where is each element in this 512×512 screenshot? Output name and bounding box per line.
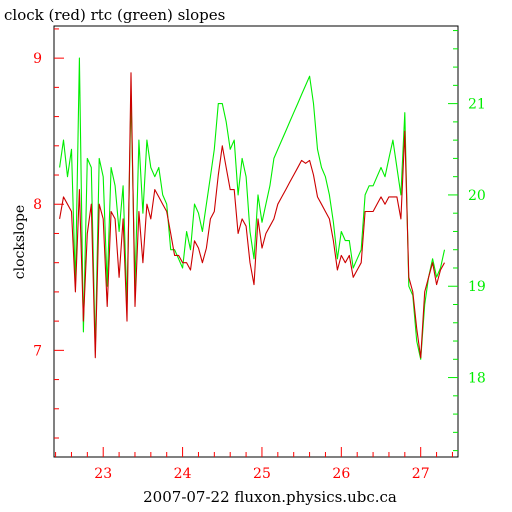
right-tick-label: 18 (468, 371, 486, 387)
series-line-rtc (59, 57, 446, 360)
x-axis: 23 24 25 26 27 (55, 447, 453, 482)
left-tick-label: 8 (33, 197, 42, 213)
left-y-axis: 7 8 9 (33, 28, 64, 439)
series-line-clock (59, 72, 445, 359)
y-axis-label: clockslope (12, 205, 28, 279)
right-tick-label: 20 (468, 188, 486, 204)
x-tick-label: 25 (253, 466, 271, 482)
left-tick-label: 7 (33, 343, 42, 359)
plot-frame (53, 25, 459, 458)
x-axis-label: 2007-07-22 fluxon.physics.ubc.ca (143, 488, 397, 506)
right-y-axis: 18 19 20 21 (448, 30, 486, 452)
x-tick-label: 27 (412, 466, 430, 482)
left-tick-label: 9 (33, 51, 42, 67)
right-tick-label: 21 (468, 97, 486, 113)
series-layer (59, 57, 446, 360)
chart-title: clock (red) rtc (green) slopes (4, 6, 225, 24)
x-tick-label: 24 (174, 466, 192, 482)
x-tick-label: 23 (94, 466, 112, 482)
x-tick-label: 26 (332, 466, 350, 482)
right-tick-label: 19 (468, 279, 486, 295)
